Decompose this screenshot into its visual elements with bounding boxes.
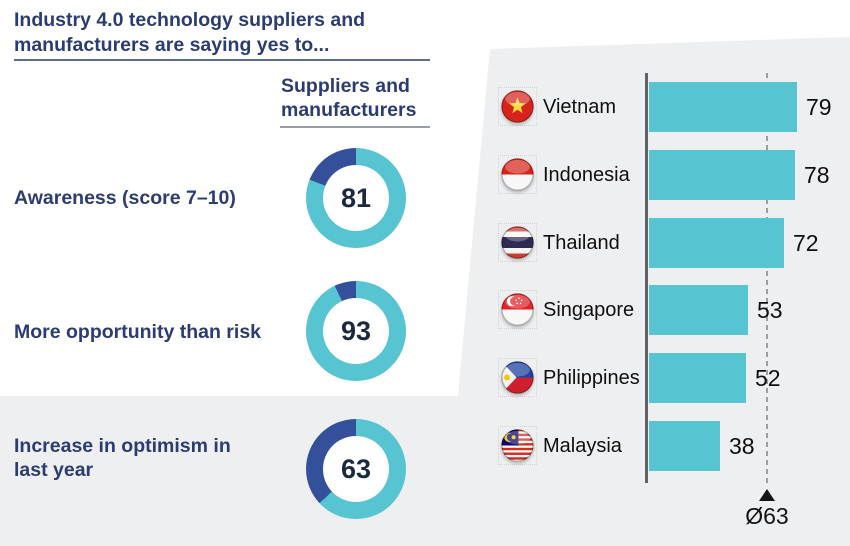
column-header-underline (280, 126, 430, 128)
average-dashed-line (766, 73, 768, 486)
bar-thailand (649, 218, 784, 268)
bar-malaysia (649, 421, 720, 471)
bar-indonesia (649, 150, 795, 200)
indonesia-flag-icon (498, 155, 537, 194)
bar-row-singapore: Singapore 53 (0, 285, 850, 335)
column-header-line-2: manufacturers (281, 99, 417, 121)
page-title: Industry 4.0 technology suppliers and ma… (14, 8, 434, 58)
title-line-1: Industry 4.0 technology suppliers and (14, 9, 366, 31)
country-label-malaysia: Malaysia (543, 435, 622, 457)
bar-row-philippines: Philippines 52 (0, 353, 850, 403)
donut-label-awareness: Awareness (score 7–10) (14, 187, 236, 209)
bar-value-philippines: 52 (755, 364, 781, 391)
vietnam-flag-icon (498, 87, 537, 126)
bar-philippines (649, 353, 746, 403)
title-underline (14, 59, 430, 61)
average-value-label: Ø63 (745, 503, 789, 529)
donut-label-opportunity: More opportunity than risk (14, 321, 262, 343)
bar-row-malaysia: Malaysia 38 (0, 421, 850, 471)
bar-row-indonesia: Indonesia 78 (0, 150, 850, 200)
country-label-singapore: Singapore (543, 299, 635, 321)
bar-value-vietnam: 79 (806, 93, 832, 120)
bar-row-vietnam: Vietnam 79 (0, 82, 850, 132)
country-label-thailand: Thailand (543, 232, 620, 254)
donut-label-optimism: Increase in optimism in last year (14, 435, 231, 481)
donut-value-opportunity: 93 (323, 298, 389, 364)
bar-row-thailand: Thailand 72 (0, 218, 850, 268)
bar-chart-axis (645, 73, 648, 483)
country-label-philippines: Philippines (543, 367, 640, 389)
bar-value-thailand: 72 (793, 229, 819, 256)
malaysia-flag-icon (498, 426, 537, 465)
title-line-2: manufacturers are saying yes to... (14, 34, 330, 56)
philippines-flag-icon (498, 358, 537, 397)
singapore-flag-icon (498, 290, 537, 329)
donut-chart-opportunity: 93 (306, 281, 406, 381)
donut-value-awareness: 81 (323, 165, 389, 231)
bar-value-singapore: 53 (757, 296, 783, 323)
bar-value-indonesia: 78 (804, 161, 830, 188)
donut-chart-awareness: 81 (306, 148, 406, 248)
bar-vietnam (649, 82, 797, 132)
donut-chart-optimism: 63 (306, 419, 406, 519)
average-triangle-icon (759, 489, 775, 501)
donut-value-optimism: 63 (323, 436, 389, 502)
bar-value-malaysia: 38 (729, 432, 755, 459)
column-header: Suppliers and manufacturers (281, 74, 431, 122)
country-label-vietnam: Vietnam (543, 96, 617, 118)
thailand-flag-icon (498, 223, 537, 262)
country-label-indonesia: Indonesia (543, 164, 630, 186)
bar-singapore (649, 285, 748, 335)
column-header-line-1: Suppliers and (281, 75, 410, 97)
